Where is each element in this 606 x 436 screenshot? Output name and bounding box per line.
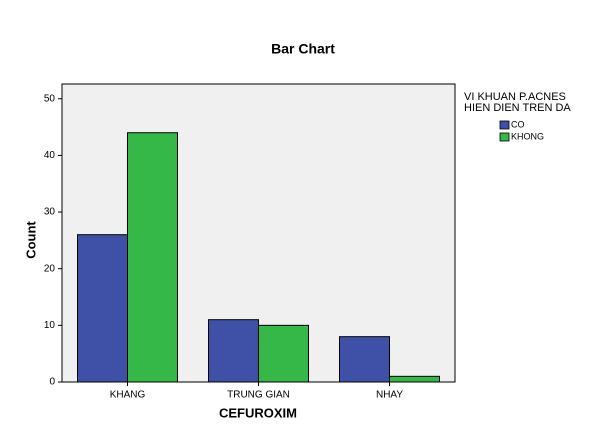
y-tick-label: 0 <box>49 377 55 388</box>
y-tick-label: 40 <box>44 150 56 161</box>
bar <box>77 234 128 383</box>
bar <box>258 324 309 383</box>
chart-title: Bar Chart <box>271 41 335 57</box>
legend-swatch <box>499 132 510 142</box>
bar <box>389 375 440 383</box>
legend-title: HIEN DIEN TREN DA <box>464 102 571 114</box>
legend-label: CO <box>511 119 525 129</box>
y-tick-label: 50 <box>44 93 56 104</box>
y-tick-label: 20 <box>44 263 56 274</box>
x-tick-label: NHAY <box>376 390 403 401</box>
legend-label: KHONG <box>511 131 544 141</box>
x-axis-label: CEFUROXIM <box>219 405 297 420</box>
legend-title: VI KHUAN P.ACNES <box>464 91 566 103</box>
bar <box>339 336 390 383</box>
y-tick-label: 30 <box>44 207 56 218</box>
y-axis-label: Count <box>23 221 38 259</box>
bar <box>127 132 178 383</box>
legend-swatch <box>499 120 510 130</box>
x-tick-label: TRUNG GIAN <box>227 390 290 401</box>
bar <box>208 319 259 383</box>
y-tick-label: 10 <box>44 320 56 331</box>
x-tick-label: KHANG <box>110 390 146 401</box>
